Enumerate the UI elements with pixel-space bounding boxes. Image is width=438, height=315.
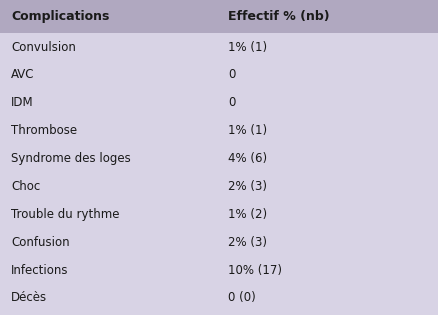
Text: 2% (3): 2% (3): [228, 180, 267, 193]
Text: 2% (3): 2% (3): [228, 236, 267, 249]
Text: 4% (6): 4% (6): [228, 152, 267, 165]
FancyBboxPatch shape: [0, 256, 438, 284]
Text: 0: 0: [228, 68, 235, 81]
Text: Thrombose: Thrombose: [11, 124, 77, 137]
Text: 0 (0): 0 (0): [228, 291, 255, 304]
Text: 1% (1): 1% (1): [228, 41, 267, 54]
Text: Confusion: Confusion: [11, 236, 70, 249]
Text: Complications: Complications: [11, 10, 109, 23]
FancyBboxPatch shape: [0, 284, 438, 312]
Text: 10% (17): 10% (17): [228, 264, 282, 277]
FancyBboxPatch shape: [0, 61, 438, 89]
Text: Choc: Choc: [11, 180, 40, 193]
Text: Effectif % (nb): Effectif % (nb): [228, 10, 329, 23]
FancyBboxPatch shape: [0, 89, 438, 117]
FancyBboxPatch shape: [0, 0, 438, 33]
Text: IDM: IDM: [11, 96, 34, 109]
Text: AVC: AVC: [11, 68, 35, 81]
FancyBboxPatch shape: [0, 145, 438, 173]
Text: Trouble du rythme: Trouble du rythme: [11, 208, 119, 221]
FancyBboxPatch shape: [0, 173, 438, 200]
FancyBboxPatch shape: [0, 117, 438, 145]
Text: Infections: Infections: [11, 264, 68, 277]
Text: 0: 0: [228, 96, 235, 109]
Text: 1% (1): 1% (1): [228, 124, 267, 137]
Text: Convulsion: Convulsion: [11, 41, 76, 54]
FancyBboxPatch shape: [0, 228, 438, 256]
Text: 1% (2): 1% (2): [228, 208, 267, 221]
FancyBboxPatch shape: [0, 33, 438, 61]
FancyBboxPatch shape: [0, 200, 438, 228]
Text: Décès: Décès: [11, 291, 47, 304]
Text: Syndrome des loges: Syndrome des loges: [11, 152, 131, 165]
